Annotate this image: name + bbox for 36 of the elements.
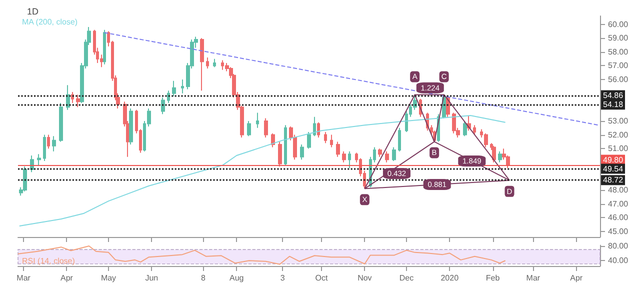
y-tick-label: 57.00	[608, 61, 629, 70]
ref-line-label: 54.86	[603, 90, 624, 100]
x-tick-label: Dec	[399, 274, 414, 282]
y-tick-label: 56.00	[608, 75, 629, 84]
ref-line-label: 48.72	[603, 176, 624, 185]
y-tick-label: 58.00	[608, 47, 629, 56]
x-tick-label: Mar	[16, 274, 31, 282]
y-tick-label: 80.00	[608, 242, 629, 250]
y-tick-label: 45.00	[608, 226, 629, 236]
chart-title: 1D	[27, 6, 40, 16]
text: MA (200, close)	[22, 18, 78, 26]
x-tick-label: Apr	[60, 274, 74, 282]
ref-line-label: 54.18	[603, 100, 624, 110]
x-tick-label: Aug	[229, 274, 244, 282]
y-tick-label: 46.00	[608, 213, 629, 222]
x-tick-label: 2020	[440, 274, 460, 282]
y-tick-label: 52.00	[608, 130, 629, 140]
x-tick-label: 3	[280, 274, 286, 282]
y-tick-label: 59.00	[608, 34, 629, 43]
x-tick-label: 8	[200, 274, 206, 282]
y-tick-label: 51.00	[608, 144, 629, 154]
y-tick-label: 60.00	[608, 20, 629, 29]
y-tick-label: 48.00	[608, 186, 629, 195]
x-tick-label: Apr	[570, 274, 583, 282]
x-tick-label: Mar	[526, 274, 540, 282]
x-tick-label: Jun	[145, 274, 158, 282]
y-tick-label: 53.00	[608, 116, 629, 126]
x-tick-label: Feb	[486, 274, 500, 282]
ref-line-label: 49.80	[603, 155, 624, 164]
series-label: RSI (14, close)	[22, 256, 76, 266]
ref-line-label: 49.54	[603, 164, 624, 174]
y-tick-label: 47.00	[608, 199, 629, 208]
y-tick-label: 40.00	[608, 256, 629, 265]
x-tick-label: May	[100, 274, 116, 282]
x-tick-label: Oct	[315, 274, 329, 282]
x-tick-label: Nov	[358, 274, 372, 282]
